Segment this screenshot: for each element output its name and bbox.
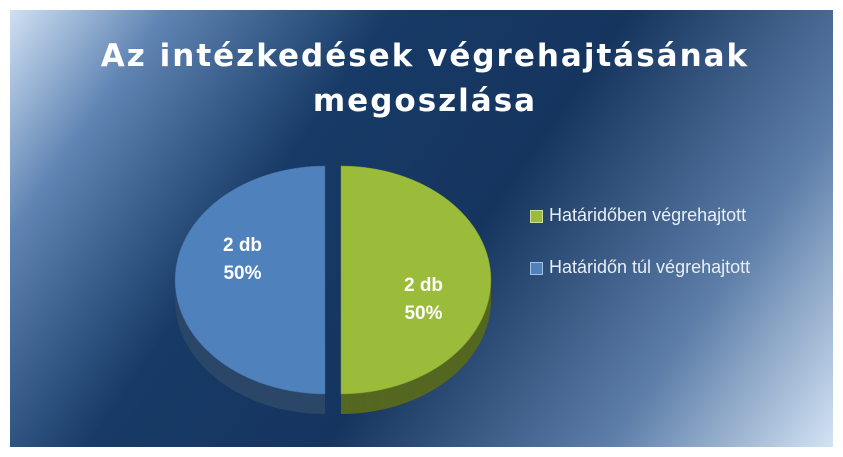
chart-title: Az intézkedések végrehajtásának <box>101 38 749 74</box>
data-label: 2 db <box>223 235 262 256</box>
legend: Határidőben végrehajtott Határidőn túl vé… <box>530 200 770 304</box>
chart-title: megoszlása <box>313 83 537 119</box>
legend-entry: Határidőn túl végrehajtott <box>530 252 770 282</box>
legend-label: Határidőben végrehajtott <box>549 205 747 225</box>
pie-slice <box>174 165 326 395</box>
legend-swatch <box>530 262 543 275</box>
legend-label: Határidőn túl végrehajtott <box>549 257 751 277</box>
percent-label: 50% <box>404 303 442 324</box>
legend-swatch <box>530 210 543 223</box>
pie-slice <box>340 165 492 395</box>
legend-entry: Határidőben végrehajtott <box>530 200 770 230</box>
pie-slice-group <box>174 165 326 414</box>
percent-label: 50% <box>223 263 261 284</box>
data-label: 2 db <box>404 275 443 296</box>
pie-slice-group <box>340 165 492 414</box>
